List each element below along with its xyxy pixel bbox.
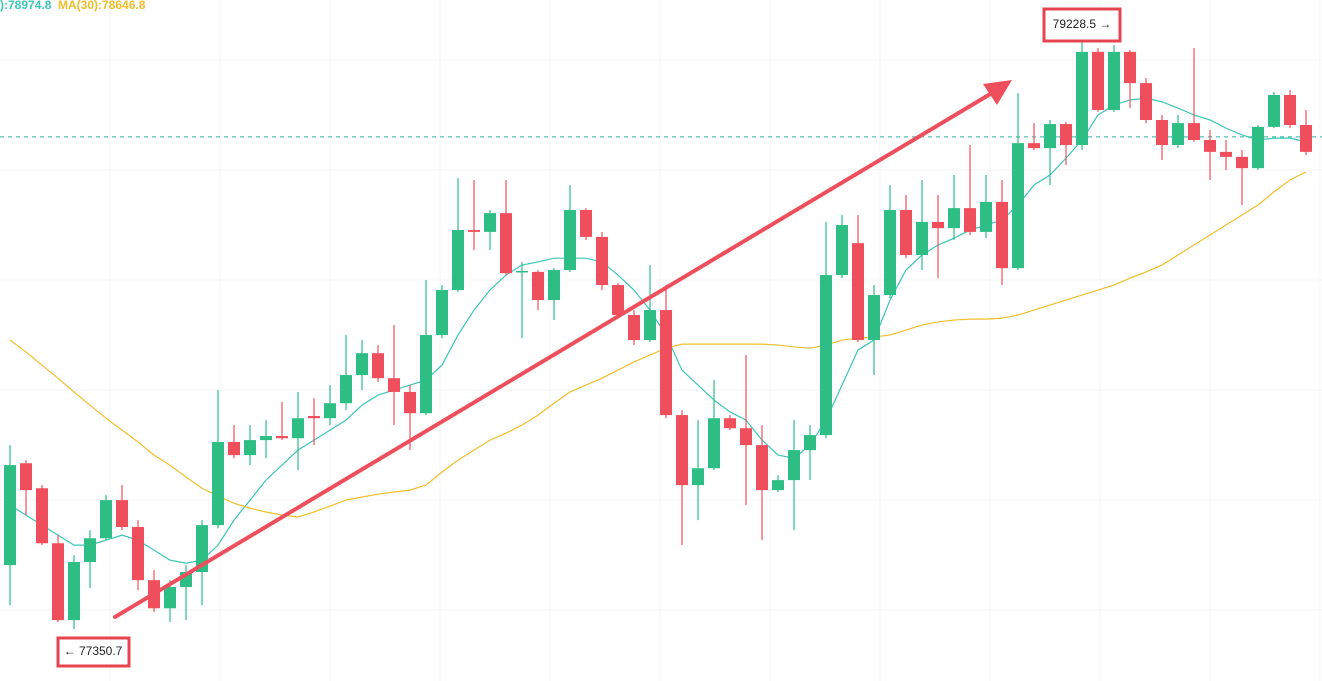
indicator-label: ):78974.8 <box>0 0 52 12</box>
candle-body <box>132 526 144 581</box>
candle-body <box>564 210 576 271</box>
candle-body <box>1124 51 1136 84</box>
candle-body <box>52 543 64 621</box>
indicator-label: MA(30):78646.8 <box>58 0 146 12</box>
candle-body <box>1092 51 1104 110</box>
candle-body <box>100 500 112 539</box>
candle-body <box>20 463 32 491</box>
candle-body <box>708 418 720 469</box>
candle-body <box>916 221 928 256</box>
candle-body <box>532 271 544 301</box>
candle-body <box>932 221 944 229</box>
candle-body <box>772 480 784 491</box>
indicator-layer <box>0 97 1322 564</box>
candle-body <box>868 295 880 341</box>
candle-body <box>724 418 736 429</box>
candle-body <box>308 416 320 419</box>
candle-body <box>420 335 432 414</box>
candle-body <box>164 587 176 609</box>
candle-body <box>340 375 352 404</box>
high-marker-box <box>1042 7 1122 43</box>
candle-body <box>1252 126 1264 169</box>
low-marker-box <box>56 636 131 668</box>
candle-body <box>548 270 560 301</box>
candle-body <box>1044 124 1056 149</box>
candle-body <box>356 353 368 376</box>
candle-body <box>692 468 704 486</box>
candle-body <box>500 213 512 274</box>
candle-body <box>996 201 1008 269</box>
high-marker: 79228.5 → <box>1053 17 1112 31</box>
candle-body <box>1284 94 1296 125</box>
candle-body <box>228 441 240 456</box>
candle-body <box>484 213 496 232</box>
trend-arrow-shaft <box>113 91 994 619</box>
candle-body <box>404 391 416 414</box>
candle-body <box>756 445 768 491</box>
moving-average-line <box>9 97 1307 564</box>
candle-body <box>1268 94 1280 127</box>
candle-body <box>628 315 640 341</box>
candle-body <box>836 225 848 276</box>
candle-body <box>612 285 624 316</box>
candle-body <box>260 436 272 441</box>
trend-arrow-head <box>983 80 1012 105</box>
low-marker: ← 77350.7 <box>64 644 123 658</box>
candle-body <box>4 465 16 566</box>
candle-body <box>1060 124 1072 146</box>
candle-body <box>1188 123 1200 141</box>
candle-body <box>596 236 608 286</box>
candle-body <box>1028 143 1040 149</box>
candle-body <box>644 310 656 341</box>
indicator-header: ):78974.8 MA(30):78646.8 <box>0 0 146 12</box>
candle-body <box>116 500 128 527</box>
candle-body <box>1236 156 1248 169</box>
candle-body <box>68 562 80 621</box>
candle-body <box>468 230 480 232</box>
candle-body <box>212 441 224 526</box>
candle-layer <box>4 42 1312 629</box>
candle-body <box>1220 151 1232 157</box>
candle-body <box>292 418 304 439</box>
candle-body <box>276 436 288 439</box>
candle-body <box>372 353 384 379</box>
candle-body <box>804 435 816 451</box>
candle-body <box>980 201 992 232</box>
candle-body <box>324 403 336 419</box>
candle-body <box>948 208 960 229</box>
candle-body <box>436 290 448 336</box>
candle-body <box>36 488 48 544</box>
candle-body <box>740 428 752 446</box>
candle-body <box>1204 140 1216 152</box>
candle-body <box>196 525 208 573</box>
candle-body <box>1012 143 1024 269</box>
candle-body <box>1076 51 1088 146</box>
candle-body <box>900 210 912 256</box>
candle-body <box>788 450 800 481</box>
candle-body <box>852 243 864 341</box>
candle-body <box>660 310 672 416</box>
trend-arrow <box>113 80 1012 619</box>
candle-body <box>84 538 96 563</box>
candle-body <box>1140 83 1152 120</box>
candle-body <box>1172 123 1184 146</box>
candle-body <box>676 415 688 486</box>
candle-body <box>1156 119 1168 146</box>
candle-body <box>884 210 896 296</box>
candle-body <box>580 210 592 237</box>
candle-body <box>820 275 832 436</box>
candle-body <box>244 440 256 456</box>
candle-body <box>452 230 464 291</box>
moving-average-line <box>9 171 1307 518</box>
candle-body <box>1108 51 1120 110</box>
candle-body <box>964 208 976 232</box>
candle-body <box>516 270 528 273</box>
annotation-layer: 79228.5 → ← 77350.7 <box>56 7 1122 668</box>
candle-body <box>388 378 400 392</box>
candle-body <box>1300 124 1312 152</box>
